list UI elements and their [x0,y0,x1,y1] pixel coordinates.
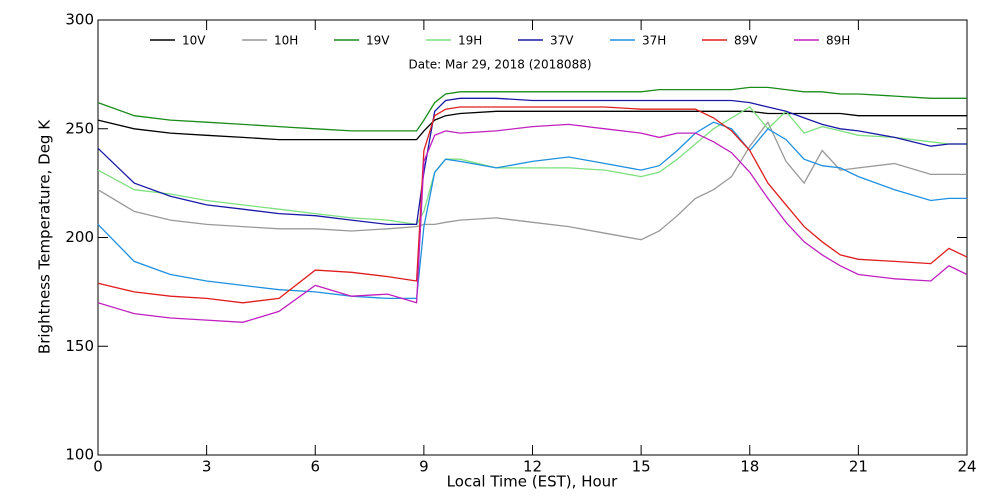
x-axis-label: Local Time (EST), Hour [447,473,618,491]
series-line [97,106,968,304]
series-line [97,123,968,323]
legend-label: 89H [826,34,850,48]
y-axis-label: Brightness Temperature, Deg K [36,119,54,354]
legend-label: 37H [642,34,666,48]
x-tick-label: 21 [849,458,868,476]
y-tick-label: 100 [65,446,94,464]
y-tick-label: 150 [65,337,94,355]
y-tick-label: 300 [65,11,94,29]
x-tick-label: 6 [310,458,320,476]
series-line [97,121,967,300]
legend-label: 10V [182,34,206,48]
x-tick-label: 12 [523,458,542,476]
legend-label: 89V [734,34,758,48]
plot-frame [97,19,968,456]
series-line [97,120,967,241]
legend-label: 19H [458,34,482,48]
series-line [97,86,967,132]
legend-label: 37V [550,34,574,48]
x-tick-label: 24 [957,458,976,476]
x-tick-label: 15 [632,458,651,476]
x-tick-label: 18 [740,458,759,476]
series-line [97,97,967,226]
y-tick-label: 200 [65,228,94,246]
x-tick-label: 0 [93,458,103,476]
y-tick-label: 250 [65,119,94,137]
series-line [97,106,967,226]
legend-label: 10H [274,34,298,48]
legend-label: 19V [366,34,390,48]
chart-subtitle: Date: Mar 29, 2018 (2018088) [408,58,591,72]
x-tick-label: 3 [202,458,212,476]
series-line [97,110,967,141]
x-tick-label: 9 [419,458,429,476]
